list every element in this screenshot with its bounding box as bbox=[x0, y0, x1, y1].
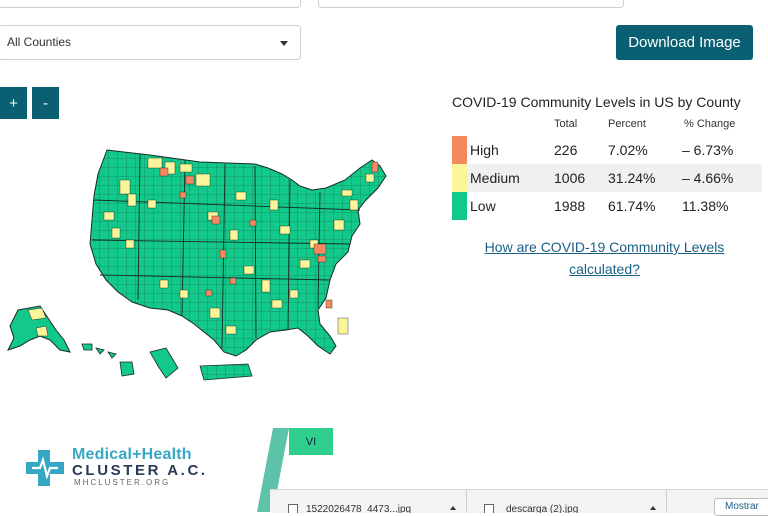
row-label: Low bbox=[470, 198, 496, 214]
download-image-button[interactable]: Download Image bbox=[616, 25, 753, 60]
logo-line-1: Medical+Health bbox=[72, 446, 192, 463]
vi-label: VI bbox=[289, 428, 333, 455]
county-select[interactable]: All Counties bbox=[0, 25, 301, 60]
download-item-2[interactable]: descarga (2).jpg bbox=[470, 490, 667, 513]
show-all-button[interactable]: Mostrar bbox=[714, 498, 768, 516]
us-county-map[interactable] bbox=[0, 140, 395, 385]
territory-shape bbox=[149, 347, 179, 379]
legend-row-medium: Medium 1006 31.24% – 4.66% bbox=[452, 164, 762, 192]
header-change: % Change bbox=[684, 118, 736, 130]
header-total: Total bbox=[554, 118, 578, 130]
download-bar: 1522026478_4473...jpg descarga (2).jpg M… bbox=[270, 489, 768, 516]
hawaii-shape bbox=[81, 343, 135, 377]
high-swatch bbox=[452, 136, 467, 164]
row-change: 11.38% bbox=[682, 198, 729, 214]
row-percent: 31.24% bbox=[608, 170, 656, 186]
row-change: – 6.73% bbox=[682, 142, 734, 158]
row-percent: 7.02% bbox=[608, 142, 648, 158]
legend-row-high: High 226 7.02% – 6.73% bbox=[452, 136, 762, 164]
file-icon bbox=[288, 504, 298, 513]
logo-line-2: CLUSTER A.C. bbox=[72, 462, 208, 479]
top-left-field[interactable] bbox=[0, 0, 301, 8]
chevron-up-icon bbox=[650, 506, 656, 510]
medium-counties bbox=[103, 157, 375, 335]
download-item-1-label: 1522026478_4473...jpg bbox=[306, 504, 412, 513]
county-select-value: All Counties bbox=[7, 35, 72, 49]
legend-title: COVID-19 Community Levels in US by Count… bbox=[452, 94, 741, 110]
link-line-2: calculated? bbox=[569, 261, 640, 277]
row-change: – 4.66% bbox=[682, 170, 734, 186]
overlay-slash bbox=[257, 428, 289, 512]
row-percent: 61.74% bbox=[608, 198, 656, 214]
zoom-in-button[interactable]: + bbox=[0, 87, 27, 119]
legend-row-low: Low 1988 61.74% 11.38% bbox=[452, 192, 762, 220]
row-label: High bbox=[470, 142, 499, 158]
low-swatch bbox=[452, 192, 467, 220]
top-right-field[interactable] bbox=[318, 0, 624, 8]
chevron-down-icon bbox=[280, 41, 288, 46]
row-total: 1006 bbox=[554, 170, 586, 186]
row-total: 226 bbox=[554, 142, 578, 158]
download-item-2-label: descarga (2).jpg bbox=[506, 504, 579, 513]
download-item-1[interactable]: 1522026478_4473...jpg bbox=[284, 490, 467, 513]
chevron-up-icon bbox=[450, 506, 456, 510]
high-counties bbox=[159, 161, 379, 309]
zoom-out-button[interactable]: - bbox=[32, 87, 59, 119]
header-percent: Percent bbox=[608, 118, 646, 130]
logo-line-3: MHCLUSTER.ORG bbox=[74, 478, 171, 487]
medical-cross-logo-icon bbox=[26, 450, 64, 486]
file-icon bbox=[484, 504, 494, 513]
medium-swatch bbox=[452, 164, 467, 192]
community-levels-link[interactable]: How are COVID-19 Community Levels calcul… bbox=[452, 236, 757, 280]
row-total: 1988 bbox=[554, 198, 586, 214]
link-line-1: How are COVID-19 Community Levels bbox=[484, 239, 725, 255]
show-all-label: Mostrar bbox=[725, 501, 759, 512]
row-label: Medium bbox=[470, 170, 520, 186]
